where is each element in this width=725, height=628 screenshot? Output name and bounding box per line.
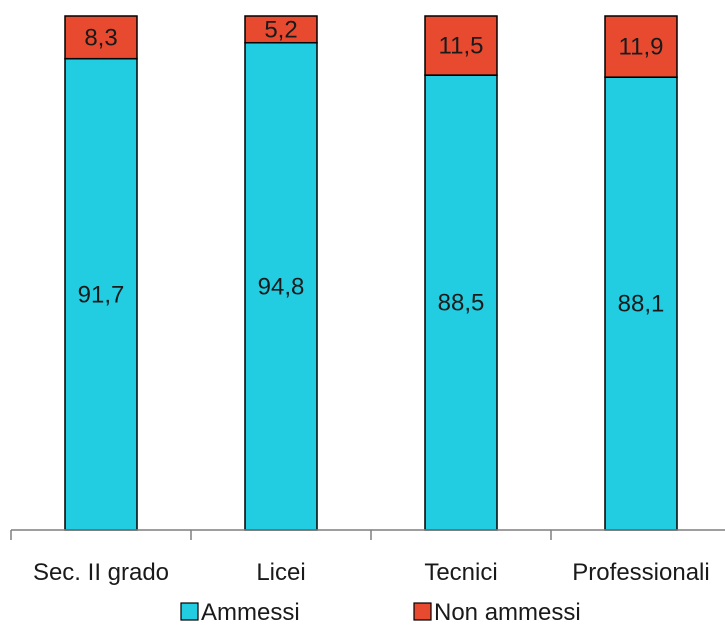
x-axis: Sec. II grado Licei Tecnici Professionali xyxy=(10,529,725,586)
category-label-2: Tecnici xyxy=(424,559,497,586)
bar-non-ammessi-0 xyxy=(64,15,138,60)
data-label-ammessi-3: 88,1 xyxy=(618,291,665,318)
bars-group: 91,7 8,3 94,8 5,2 88,5 11,5 88,1 11,9 xyxy=(64,15,678,531)
data-label-non-ammessi-0: 8,3 xyxy=(84,24,117,51)
data-label-ammessi-2: 88,5 xyxy=(438,290,485,317)
data-label-ammessi-1: 94,8 xyxy=(258,273,305,300)
bar-non-ammessi-2 xyxy=(424,15,498,76)
category-label-3: Professionali xyxy=(572,559,709,586)
category-label-0: Sec. II grado xyxy=(33,559,169,586)
legend-label-ammessi: Ammessi xyxy=(201,599,300,626)
data-label-non-ammessi-1: 5,2 xyxy=(264,16,297,43)
category-label-1: Licei xyxy=(256,559,305,586)
data-label-ammessi-0: 91,7 xyxy=(78,281,125,308)
legend-swatch-ammessi xyxy=(180,602,199,621)
bar-non-ammessi-3 xyxy=(604,15,678,78)
data-label-non-ammessi-2: 11,5 xyxy=(439,33,484,60)
data-label-non-ammessi-3: 11,9 xyxy=(619,34,664,61)
bar-ammessi-0 xyxy=(64,57,138,531)
bar-ammessi-2 xyxy=(424,74,498,531)
legend: Ammessi Non ammessi xyxy=(180,599,581,626)
legend-swatch-non-ammessi xyxy=(413,602,432,621)
bar-non-ammessi-1 xyxy=(244,15,318,44)
legend-label-non-ammessi: Non ammessi xyxy=(434,599,581,626)
